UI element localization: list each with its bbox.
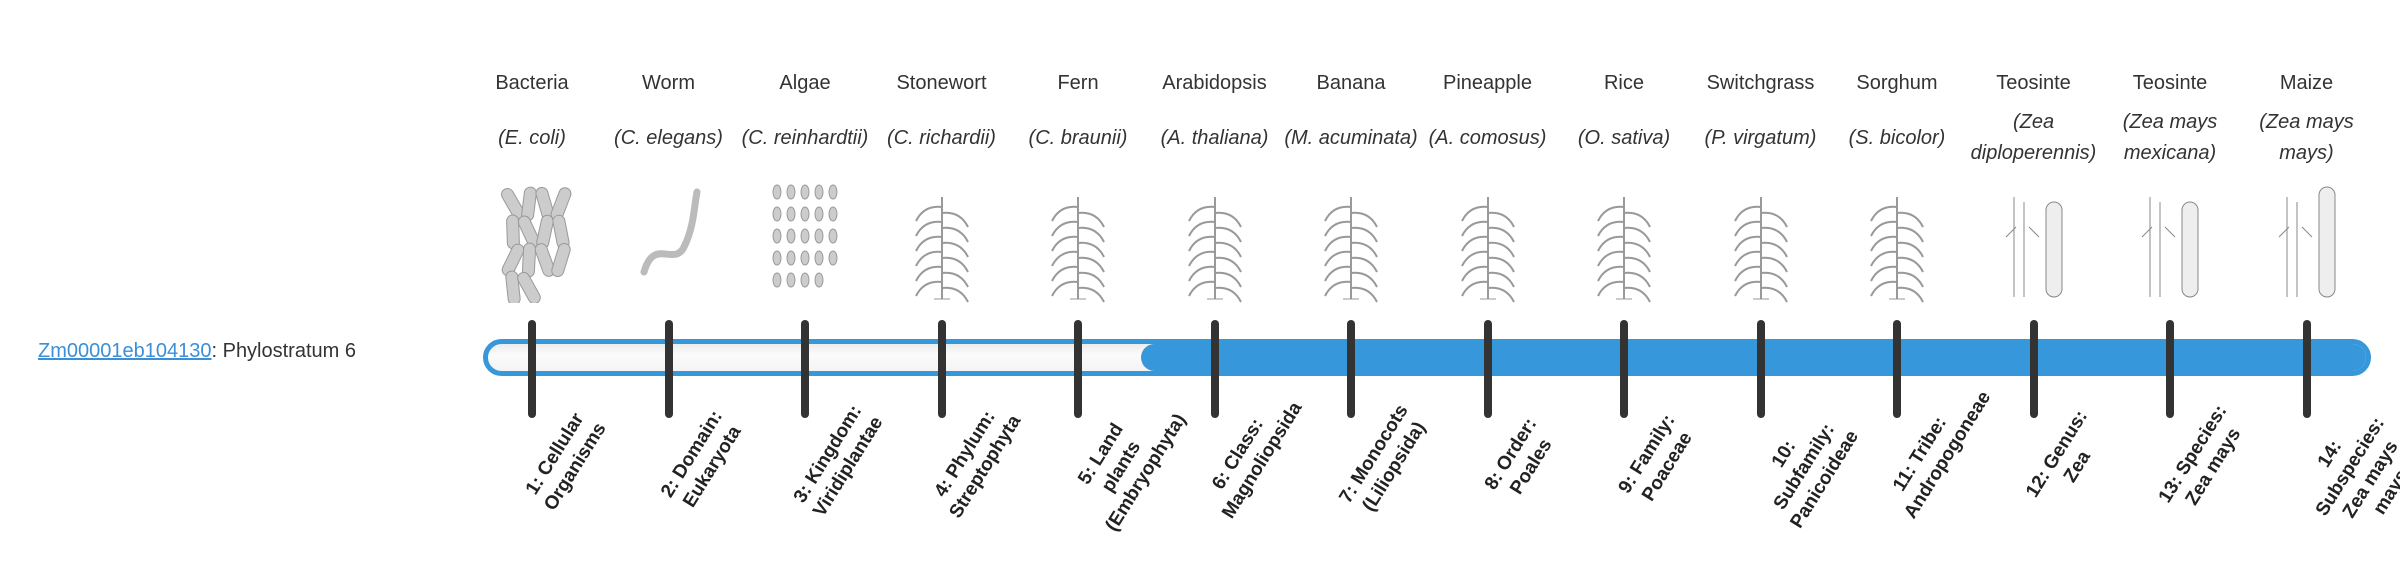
- organism-scientific-name: (C. elegans): [601, 106, 737, 170]
- organism-column: Banana (M. acuminata): [1283, 60, 1419, 303]
- stage-tick: [1893, 320, 1901, 418]
- organism-column: Switchgrass (P. virgatum): [1693, 60, 1829, 303]
- stage-label: 5: Land plants (Embryophyta): [1074, 410, 1191, 536]
- organism-column: Pineapple (A. comosus): [1420, 60, 1556, 303]
- organism-scientific-name: (C. braunii): [1010, 106, 1146, 170]
- organism-column: Sorghum (S. bicolor): [1829, 60, 1965, 303]
- stage-tick: [937, 320, 946, 418]
- banana-icon: [1324, 197, 1378, 303]
- organism-column: Rice (O. sativa): [1556, 60, 1692, 303]
- worm-icon: [640, 188, 700, 276]
- organism-scientific-name: (A. thaliana): [1147, 106, 1283, 170]
- teosinte-icon: [2005, 197, 2062, 298]
- stage-tick: [1347, 320, 1355, 418]
- pineapple-icon: [1460, 197, 1515, 303]
- scientific-name-text: (C. reinhardtii): [741, 126, 869, 149]
- stage-tick: [528, 320, 536, 418]
- organism-column: Bacteria (E. coli): [464, 60, 600, 303]
- stage-tick: [801, 320, 809, 418]
- organism-column: Algae (C. reinhardtii): [737, 60, 873, 288]
- scientific-name-text: (E. coli): [498, 126, 566, 149]
- organism-common-name: Teosinte: [2132, 72, 2208, 94]
- organism-scientific-name: (P. virgatum): [1693, 106, 1829, 170]
- phylostratum-fill: [1141, 344, 2366, 371]
- scientific-name-text: (P. virgatum): [1704, 126, 1817, 149]
- stage-tick: [1210, 320, 1219, 418]
- scientific-name-text: (A. thaliana): [1160, 126, 1269, 149]
- arabidopsis-icon: [1187, 197, 1242, 303]
- scientific-name-text: (Zea diploperennis): [1970, 111, 2097, 164]
- organism-common-name: Maize: [2279, 72, 2334, 94]
- organism-scientific-name: (E. coli): [464, 106, 600, 170]
- organism-column: Arabidopsis (A. thaliana): [1147, 60, 1283, 303]
- rice-icon: [1597, 197, 1651, 303]
- fern-icon: [1051, 197, 1105, 303]
- organism-scientific-name: (Zea diploperennis): [1966, 106, 2102, 170]
- organism-scientific-name: (A. comosus): [1420, 106, 1556, 170]
- organism-common-name: Worm: [642, 72, 695, 94]
- stage-tick: [664, 320, 673, 418]
- organism-column: Maize (Zea mays mays): [2239, 60, 2375, 298]
- stage-tick: [2029, 320, 2038, 418]
- organism-column: Fern (C. braunii): [1010, 60, 1146, 303]
- organism-common-name: Sorghum: [1856, 72, 1938, 94]
- scientific-name-text: (Zea mays mays): [2259, 111, 2354, 164]
- organism-column: Teosinte (Zea mays mexicana): [2102, 60, 2238, 298]
- scientific-name-text: (C. elegans): [614, 126, 723, 149]
- gene-phylostratum-label: Zm00001eb104130: Phylostratum 6: [38, 340, 356, 363]
- teosinte-icon: [2141, 197, 2199, 298]
- stage-tick: [2302, 320, 2311, 418]
- organism-common-name: Switchgrass: [1706, 72, 1815, 94]
- organism-scientific-name: (M. acuminata): [1283, 106, 1419, 170]
- organism-scientific-name: (Zea mays mays): [2239, 106, 2375, 170]
- organism-scientific-name: (S. bicolor): [1829, 106, 1965, 170]
- bacteria-icon: [501, 186, 572, 303]
- stage-tick: [1756, 320, 1765, 418]
- stage-tick: [1620, 320, 1628, 418]
- stage-tick: [2166, 320, 2174, 418]
- maize-icon: [2278, 186, 2335, 298]
- organism-common-name: Pineapple: [1443, 72, 1532, 94]
- stage-tick: [1483, 320, 1492, 418]
- stonewort-icon: [914, 197, 969, 303]
- scientific-name-text: (A. comosus): [1428, 126, 1547, 149]
- organism-common-name: Algae: [779, 72, 831, 94]
- sorghum-icon: [1870, 197, 1924, 303]
- scientific-name-text: (M. acuminata): [1284, 126, 1418, 149]
- organism-column: Teosinte (Zea diploperennis): [1966, 60, 2102, 298]
- organism-column: Stonewort (C. richardii): [874, 60, 1010, 303]
- organism-common-name: Teosinte: [1996, 72, 2071, 94]
- organism-common-name: Arabidopsis: [1162, 72, 1267, 94]
- organism-common-name: Banana: [1316, 72, 1386, 94]
- stage-tick: [1074, 320, 1082, 418]
- scientific-name-text: (O. sativa): [1577, 126, 1671, 149]
- organism-scientific-name: (Zea mays mexicana): [2102, 106, 2238, 170]
- organism-scientific-name: (C. reinhardtii): [737, 106, 873, 170]
- organism-common-name: Fern: [1057, 72, 1099, 94]
- organism-column: Worm (C. elegans): [601, 60, 737, 276]
- gene-id-link[interactable]: Zm00001eb104130: [38, 340, 212, 362]
- scientific-name-text: (S. bicolor): [1848, 126, 1946, 149]
- algae-icon: [772, 184, 838, 288]
- phylostratum-text: : Phylostratum 6: [211, 340, 356, 362]
- organism-scientific-name: (O. sativa): [1556, 106, 1692, 170]
- scientific-name-text: (Zea mays mexicana): [2122, 111, 2218, 164]
- organism-scientific-name: (C. richardii): [874, 106, 1010, 170]
- switchgrass-icon: [1733, 197, 1788, 303]
- organism-common-name: Rice: [1603, 72, 1644, 94]
- stage-label: 14: Subspecies: Zea mays mays: [2311, 413, 2400, 522]
- scientific-name-text: (C. richardii): [887, 126, 996, 149]
- phylostratum-bar: [483, 339, 2371, 376]
- stage-label: 10: Subfamily: Panicoideae: [1767, 420, 1863, 533]
- scientific-name-text: (C. braunii): [1028, 126, 1128, 149]
- organism-common-name: Bacteria: [495, 72, 569, 94]
- organism-common-name: Stonewort: [896, 72, 987, 94]
